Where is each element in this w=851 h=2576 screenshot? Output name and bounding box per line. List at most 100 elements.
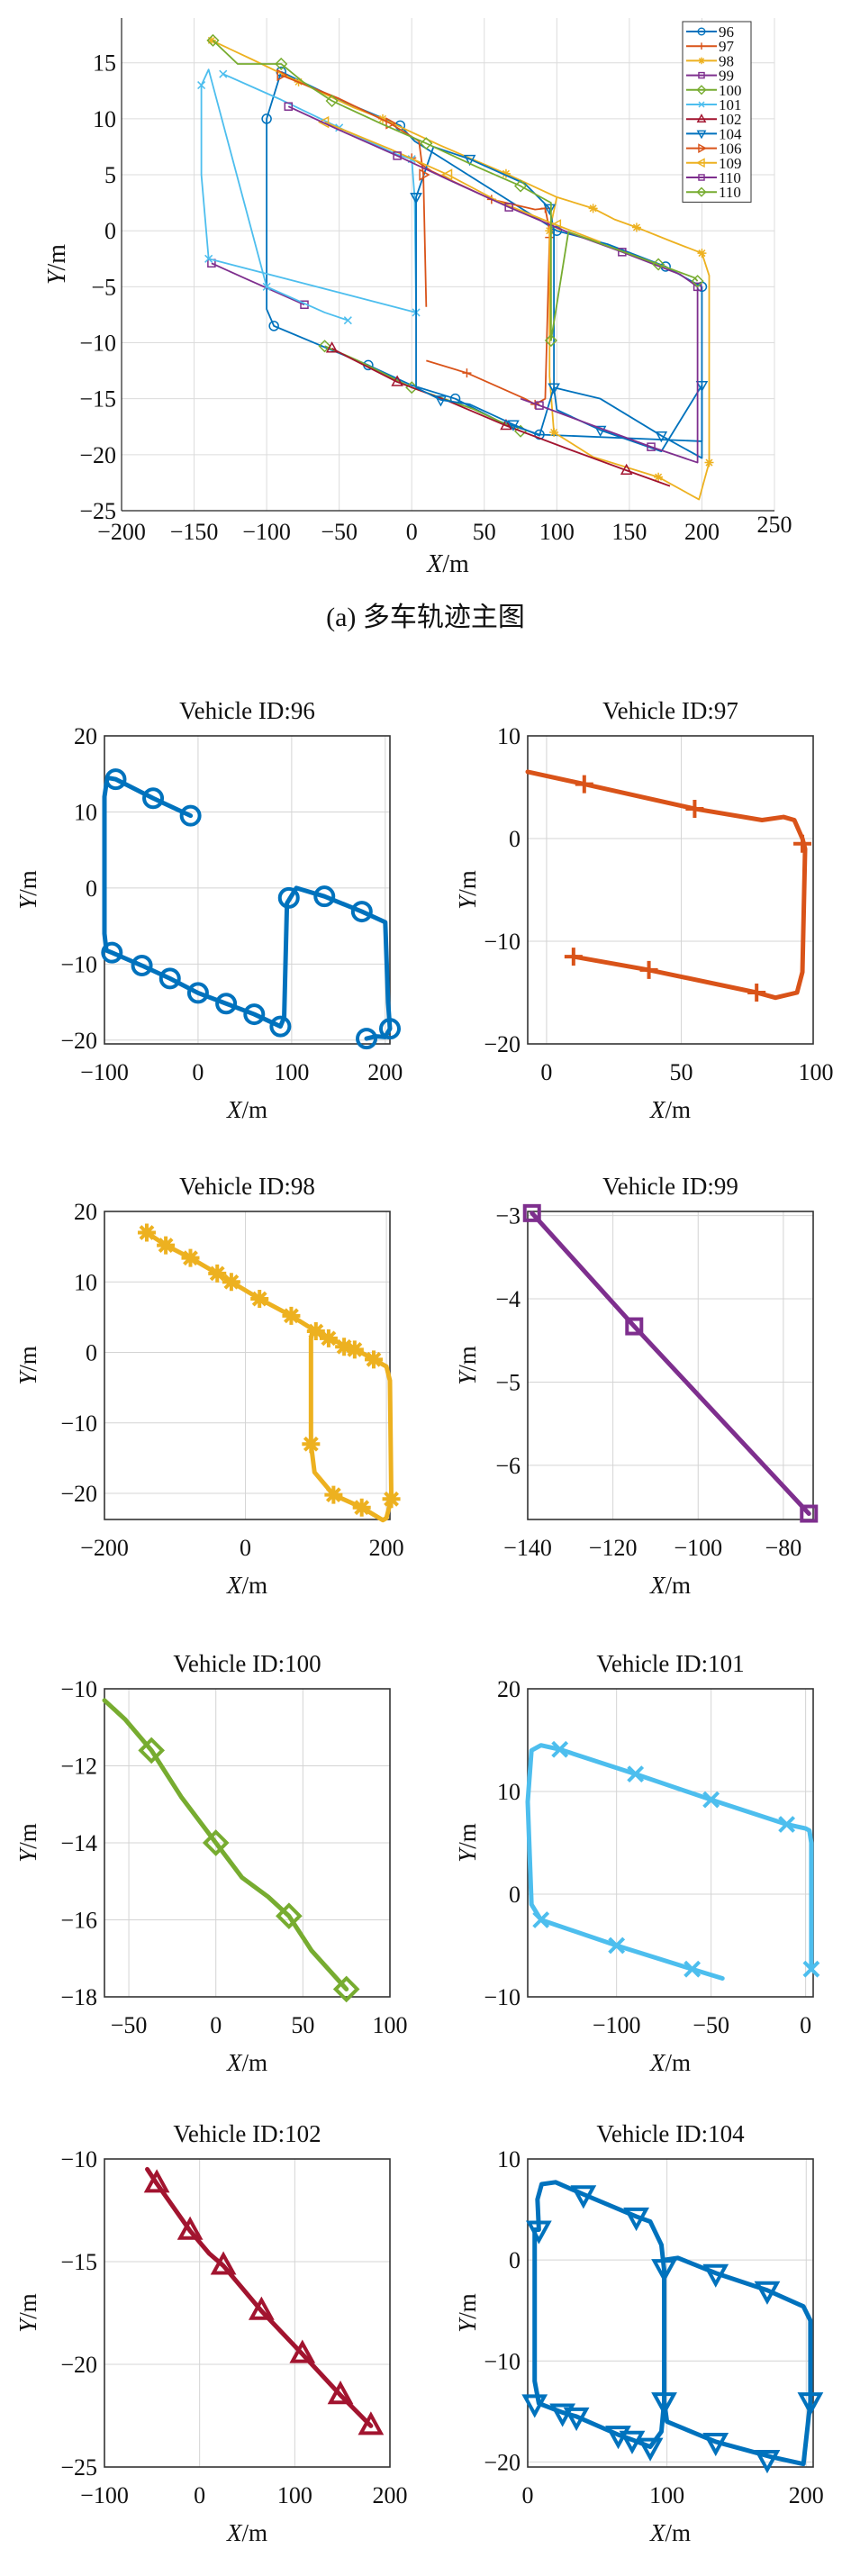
data-point bbox=[335, 1338, 354, 1356]
legend-item: 99 bbox=[686, 68, 734, 85]
legend-item: 96 bbox=[686, 23, 734, 41]
y-axis-label: Y/m bbox=[43, 244, 71, 285]
data-point bbox=[593, 425, 607, 438]
data-point bbox=[778, 1816, 796, 1833]
series-106-8 bbox=[276, 68, 430, 307]
data-point bbox=[588, 204, 598, 213]
data-point bbox=[747, 984, 766, 1002]
data-point bbox=[647, 442, 656, 451]
data-point bbox=[800, 1504, 819, 1523]
x-tick-label: 200 bbox=[367, 1059, 403, 1085]
y-tick-label: 5 bbox=[104, 162, 116, 188]
data-point bbox=[197, 81, 206, 90]
data-point bbox=[382, 1490, 401, 1509]
legend-item: 106 bbox=[686, 141, 742, 158]
axes-box bbox=[104, 735, 391, 1045]
y-tick-label: −12 bbox=[60, 1754, 97, 1780]
data-point bbox=[358, 2411, 385, 2435]
data-point bbox=[695, 381, 709, 393]
axes-box bbox=[104, 1688, 391, 1998]
x-tick-label: 250 bbox=[757, 512, 792, 538]
subplot-vehicle-98: Vehicle ID:98 −200 0 200 −20 −10 0 10 20 X/m Y/m bbox=[14, 1173, 404, 1599]
data-point bbox=[702, 2263, 729, 2288]
data-point bbox=[440, 168, 453, 181]
y-tick-label: −20 bbox=[79, 442, 116, 468]
subplot-title: Vehicle ID:96 bbox=[179, 697, 315, 724]
data-point bbox=[302, 1435, 321, 1454]
y-tick-label: −10 bbox=[60, 951, 97, 977]
subplot-title: Vehicle ID:101 bbox=[596, 1650, 744, 1677]
data-point bbox=[282, 1306, 301, 1325]
legend-label: 100 bbox=[719, 82, 742, 99]
y-tick-label: −15 bbox=[60, 2249, 97, 2275]
data-point bbox=[248, 2296, 275, 2320]
data-point bbox=[702, 2432, 729, 2457]
data-point bbox=[343, 316, 352, 325]
subplot-vehicle-102: Vehicle ID:102 −100 0 100 200 −25 −20 −15 −10 X/m… bbox=[14, 2120, 408, 2546]
subplot-title: Vehicle ID:99 bbox=[602, 1173, 738, 1200]
trajectory bbox=[521, 2180, 824, 2474]
legend-item: 98 bbox=[686, 52, 734, 69]
x-axis-label: X/m bbox=[649, 2519, 691, 2546]
data-point bbox=[158, 967, 181, 990]
series-line bbox=[324, 121, 601, 243]
legend-label: 102 bbox=[719, 111, 742, 128]
data-point bbox=[551, 1740, 569, 1758]
legend-marker bbox=[698, 143, 708, 153]
legend-item: 109 bbox=[686, 155, 742, 172]
data-point bbox=[419, 168, 430, 181]
data-point bbox=[350, 901, 373, 923]
y-tick-label: 10 bbox=[497, 2146, 521, 2172]
data-point bbox=[563, 2407, 590, 2432]
data-point bbox=[608, 1937, 626, 1955]
data-point bbox=[364, 1350, 383, 1369]
data-point bbox=[186, 982, 209, 1004]
trajectory-line bbox=[530, 1211, 811, 1517]
data-point bbox=[463, 154, 476, 167]
x-axis-label: X/m bbox=[649, 1096, 691, 1123]
x-tick-label: 0 bbox=[192, 1059, 204, 1085]
data-point bbox=[179, 804, 202, 827]
data-point bbox=[215, 993, 238, 1015]
data-point bbox=[101, 941, 123, 964]
data-point bbox=[324, 1485, 343, 1504]
series-line bbox=[415, 146, 703, 459]
legend-item: 100 bbox=[686, 82, 742, 99]
data-point bbox=[138, 1737, 166, 1764]
y-tick-label: 0 bbox=[509, 826, 521, 852]
legend-label: 104 bbox=[719, 125, 742, 142]
legend-marker bbox=[695, 158, 705, 168]
data-point bbox=[410, 193, 422, 204]
data-point bbox=[462, 368, 472, 378]
y-axis-label: Y/m bbox=[14, 2293, 41, 2333]
y-tick-label: −20 bbox=[60, 2352, 97, 2378]
y-tick-label: −20 bbox=[484, 1031, 521, 1057]
y-tick-label: 10 bbox=[93, 106, 116, 132]
data-point bbox=[620, 463, 633, 475]
data-point bbox=[378, 113, 387, 123]
data-point bbox=[269, 1015, 292, 1038]
series-110-11 bbox=[206, 33, 704, 348]
x-tick-label: −150 bbox=[170, 519, 219, 545]
y-axis-label: Y/m bbox=[14, 1823, 41, 1863]
trajectory bbox=[137, 1223, 401, 1523]
data-point bbox=[284, 102, 294, 111]
data-point bbox=[319, 1329, 338, 1347]
x-tick-label: 50 bbox=[669, 1059, 693, 1085]
series-line bbox=[200, 68, 417, 322]
data-point bbox=[605, 2426, 631, 2450]
series-104-7 bbox=[410, 146, 709, 459]
subplot-vehicle-100: Vehicle ID:100 −50 0 50 100 −18 −16 −14 −12 −10 X/… bbox=[14, 1650, 408, 2076]
data-point bbox=[697, 249, 707, 259]
legend-item: 102 bbox=[686, 111, 742, 128]
data-point bbox=[575, 775, 593, 794]
subplot-title: Vehicle ID:102 bbox=[173, 2120, 321, 2147]
data-point bbox=[222, 1273, 240, 1292]
y-axis-label: Y/m bbox=[454, 2293, 481, 2333]
series-line bbox=[212, 40, 699, 341]
y-tick-label: 10 bbox=[497, 1779, 521, 1805]
data-point bbox=[655, 431, 668, 443]
legend-box bbox=[682, 21, 752, 203]
data-point bbox=[631, 222, 641, 232]
